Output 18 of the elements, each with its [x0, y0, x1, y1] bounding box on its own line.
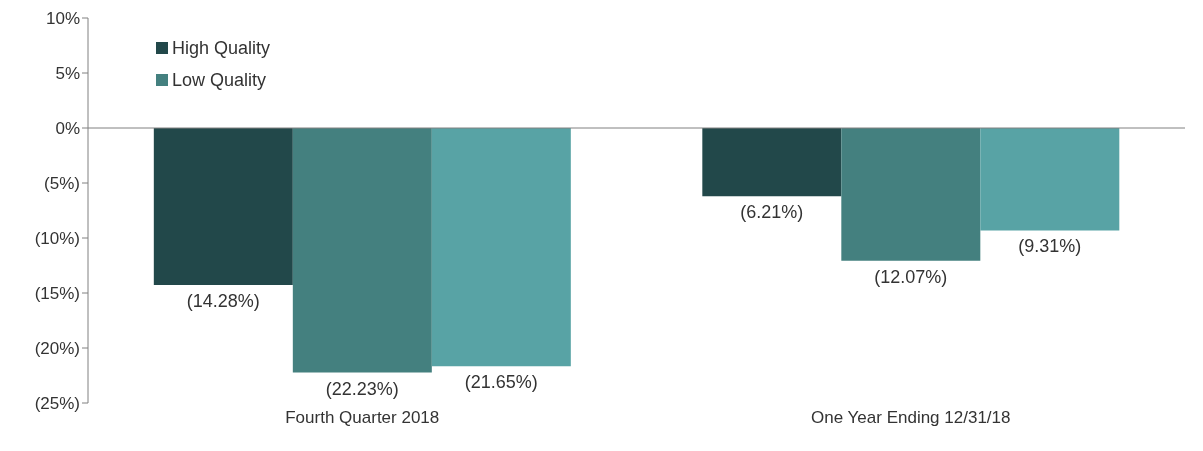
y-tick-label: (10%) [34, 229, 80, 249]
legend-label: High Quality [172, 37, 271, 60]
y-tick-label: 10% [45, 9, 80, 29]
data-label: (12.07%) [874, 266, 948, 287]
y-tick-label: (20%) [34, 339, 80, 359]
y-tick-label: 0% [55, 119, 80, 139]
y-tick-label: 5% [55, 64, 80, 84]
x-tick-label: Fourth Quarter 2018 [285, 408, 440, 428]
data-label: (6.21%) [740, 202, 804, 223]
data-label: (14.28%) [186, 291, 260, 312]
data-label: (22.23%) [325, 378, 399, 399]
y-tick-label: (15%) [34, 284, 80, 304]
data-label: (21.65%) [464, 372, 538, 393]
y-tick-label: (25%) [34, 394, 80, 414]
data-label: (9.31%) [1018, 236, 1082, 257]
x-tick-label: One Year Ending 12/31/18 [811, 408, 1011, 428]
y-tick-label: (5%) [44, 174, 80, 194]
legend-label: Low Quality [172, 69, 267, 92]
